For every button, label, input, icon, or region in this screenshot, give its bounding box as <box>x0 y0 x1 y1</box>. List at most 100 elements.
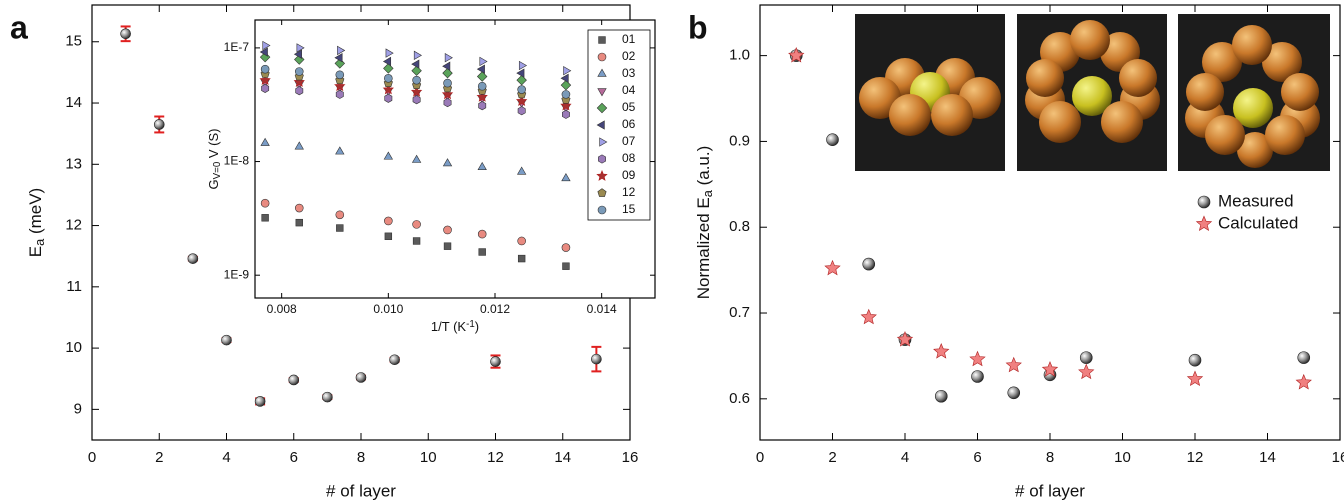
series <box>260 198 571 252</box>
marker <box>221 334 232 346</box>
y-tick-label: 0.7 <box>729 304 750 321</box>
marker <box>443 78 452 88</box>
marker <box>934 389 948 403</box>
marker <box>478 101 487 111</box>
x-tick-label: 14 <box>554 449 571 466</box>
marker <box>1186 370 1204 387</box>
legend: Measured Calculated <box>1195 191 1298 232</box>
marker <box>477 161 487 170</box>
marker <box>442 61 451 71</box>
label-part: (a.u.) <box>694 146 713 190</box>
marker <box>443 225 452 235</box>
marker <box>561 243 571 252</box>
marker <box>476 71 488 82</box>
marker <box>260 64 270 74</box>
cluster-images <box>855 14 1330 171</box>
marker <box>597 205 607 215</box>
marker <box>153 119 165 130</box>
y-tick-label: 14 <box>65 94 82 111</box>
marker <box>254 396 266 407</box>
marker <box>261 214 269 222</box>
marker <box>591 353 602 365</box>
marker <box>294 67 304 76</box>
cluster-image <box>1017 14 1167 171</box>
y-tick-label: 1E-9 <box>224 267 250 281</box>
marker <box>597 188 607 197</box>
marker <box>476 90 488 102</box>
marker <box>260 137 270 146</box>
y-tick-label: 0.8 <box>729 218 750 235</box>
marker <box>410 85 423 97</box>
marker <box>294 54 305 65</box>
y-tick-label: 1.0 <box>729 47 750 64</box>
marker <box>294 203 304 213</box>
marker <box>444 53 453 63</box>
marker <box>260 198 270 208</box>
x-tick-label: 6 <box>290 449 298 466</box>
label-part: 1/T (K <box>431 319 466 334</box>
y-tick-label: 11 <box>66 278 82 295</box>
marker <box>598 36 606 44</box>
marker <box>562 262 570 270</box>
marker <box>1295 373 1312 390</box>
marker <box>517 236 526 246</box>
marker <box>336 224 344 232</box>
marker <box>560 99 572 111</box>
marker <box>597 88 607 97</box>
y-axis-label: Ea (meV) <box>26 188 46 257</box>
series <box>261 214 570 270</box>
label-part: (meV) <box>26 188 45 239</box>
marker <box>560 73 569 83</box>
x-tick-label: 0.008 <box>267 302 297 316</box>
marker <box>599 137 608 147</box>
marker <box>335 89 344 99</box>
marker <box>515 95 528 106</box>
marker <box>293 49 302 59</box>
marker <box>516 68 525 78</box>
legend: 01 02 03 04 05 06 07 08 09 12 15 <box>587 29 651 221</box>
marker <box>1005 356 1022 373</box>
marker <box>477 81 487 91</box>
y-tick-label: 15 <box>65 33 82 50</box>
series <box>259 47 569 83</box>
legend-label: Measured <box>1218 191 1294 210</box>
legend-label: 01 <box>622 32 636 46</box>
legend-label: 05 <box>622 100 636 114</box>
marker <box>1079 351 1093 364</box>
cluster-image <box>1178 14 1330 171</box>
label-part: ) <box>475 319 479 334</box>
marker <box>1297 351 1311 364</box>
marker <box>561 109 570 119</box>
marker <box>337 45 346 56</box>
marker <box>382 56 392 67</box>
x-tick-label: 4 <box>901 449 909 466</box>
marker <box>598 154 606 164</box>
marker <box>334 58 346 69</box>
marker <box>383 63 394 74</box>
label-part: V=0 <box>212 161 223 179</box>
marker <box>443 98 452 108</box>
series <box>260 137 571 182</box>
legend-label: 06 <box>622 117 636 131</box>
marker <box>1188 353 1202 367</box>
marker <box>335 210 345 220</box>
series <box>788 47 1312 390</box>
marker <box>412 220 421 229</box>
marker <box>896 331 914 347</box>
x-tick-label: 0.010 <box>373 302 403 316</box>
marker <box>477 229 487 239</box>
marker <box>1197 195 1211 209</box>
marker <box>389 354 400 366</box>
series <box>261 83 570 119</box>
x-tick-label: 16 <box>622 449 639 466</box>
marker <box>334 53 343 63</box>
x-tick-label: 0 <box>756 449 764 466</box>
marker <box>411 154 422 163</box>
marker <box>412 75 421 85</box>
panel-label: a <box>10 9 28 45</box>
series <box>789 49 1311 403</box>
marker <box>860 308 877 325</box>
marker <box>824 259 841 276</box>
marker <box>355 372 367 383</box>
marker <box>788 47 805 63</box>
